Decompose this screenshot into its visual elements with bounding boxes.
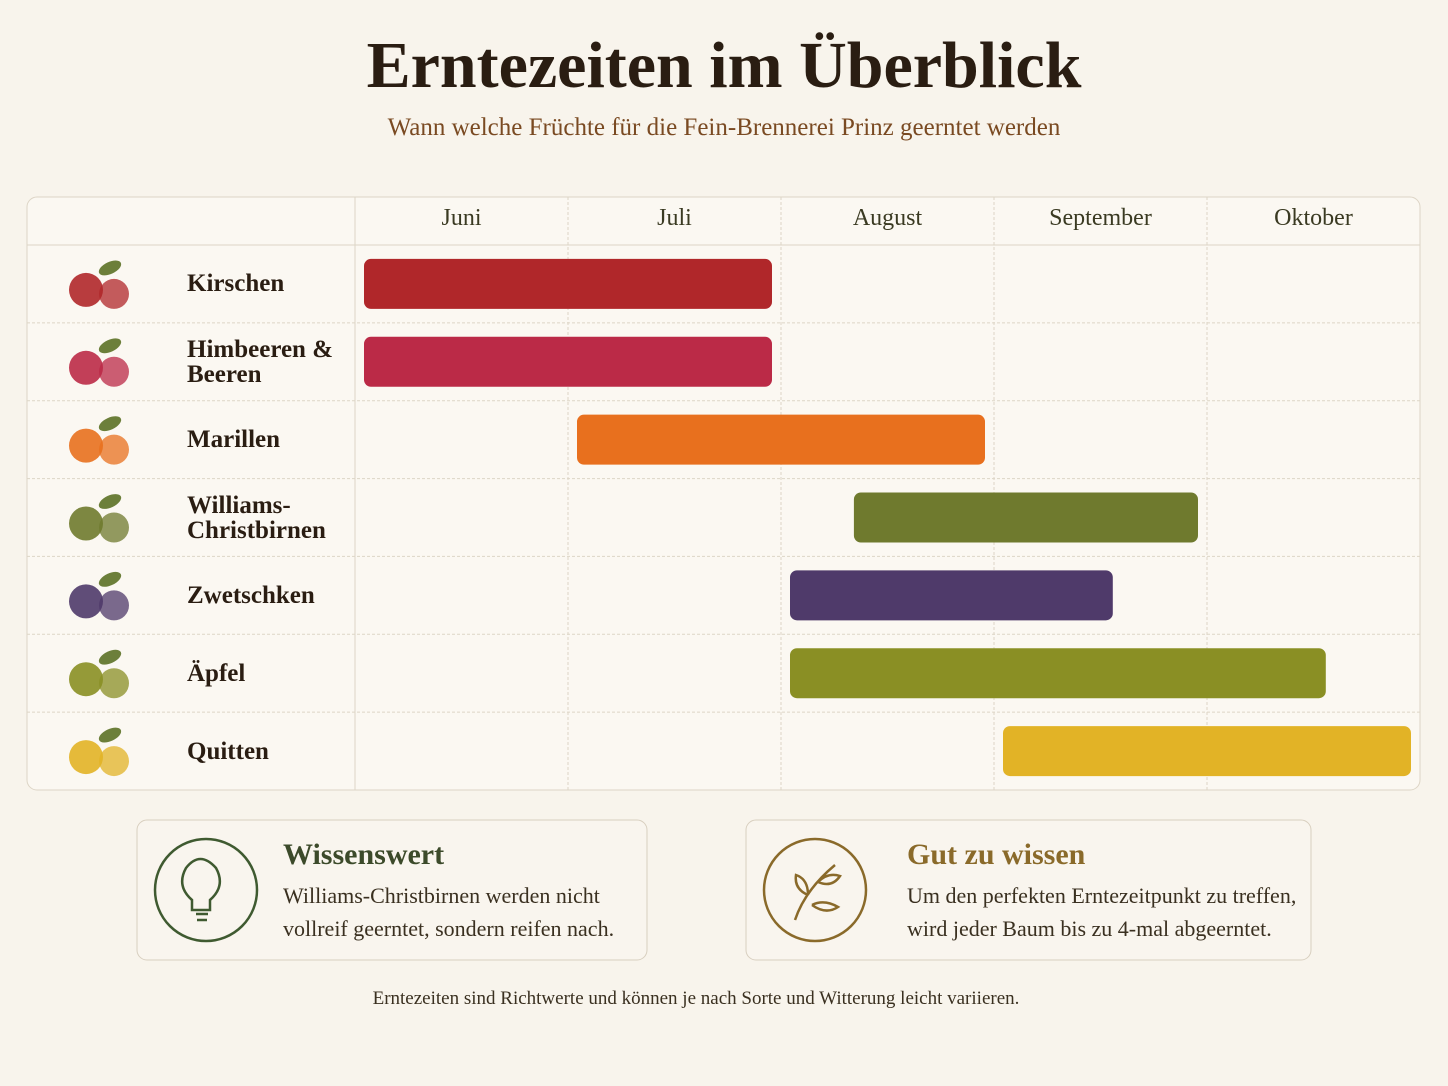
fruit-icon xyxy=(69,272,103,307)
fruit-icon xyxy=(99,356,129,387)
note-title: Wissenswert xyxy=(283,838,445,871)
fruit-leaf xyxy=(98,727,122,743)
fruit-icon xyxy=(69,584,103,619)
month-label: Juni xyxy=(441,205,482,231)
subtitle: Wann welche Früchte für die Fein-Brenner… xyxy=(387,114,1061,141)
fruit-icon xyxy=(99,590,129,621)
fruit-leaf xyxy=(98,494,122,509)
fruit-label: Äpfel xyxy=(187,659,246,687)
harvest-bar xyxy=(364,336,772,387)
fruit-icon xyxy=(69,662,103,697)
harvest-bar xyxy=(364,258,772,309)
harvest-bar xyxy=(790,648,1326,699)
fruit-leaf xyxy=(98,338,122,354)
fruit-icon xyxy=(99,668,129,699)
harvest-bar xyxy=(853,492,1198,543)
harvest-bar xyxy=(1003,726,1411,777)
fruit-icon xyxy=(99,512,129,543)
month-label: August xyxy=(852,205,923,231)
fruit-icon xyxy=(69,350,103,385)
title: Erntezeiten im Überblick xyxy=(366,29,1082,102)
month-label: Oktober xyxy=(1274,205,1353,231)
month-label: September xyxy=(1049,205,1152,231)
fruit-leaf xyxy=(98,649,122,665)
fruit-icon xyxy=(69,428,103,463)
note-text: Um den perfekten Erntezeitpunkt zu treff… xyxy=(907,883,1297,941)
fruit-label: Himbeeren & Beeren xyxy=(187,335,334,388)
fruit-icon xyxy=(69,740,103,775)
note-title: Gut zu wissen xyxy=(907,838,1086,871)
fruit-label: Williams-Christbirnen xyxy=(187,491,326,544)
harvest-bar xyxy=(790,570,1113,621)
footnote: Erntezeiten sind Richtwerte und können j… xyxy=(372,988,1020,1009)
note-box xyxy=(745,819,1312,961)
fruit-icon xyxy=(99,746,129,777)
note-box xyxy=(136,819,648,961)
fruit-label: Kirschen xyxy=(187,270,285,298)
fruit-leaf xyxy=(98,260,122,276)
bulb-icon xyxy=(153,837,259,943)
harvest-bar xyxy=(577,414,985,465)
leaf-icon xyxy=(762,837,868,943)
fruit-label: Zwetschken xyxy=(187,581,315,609)
note-text: Williams-Christbirnen werden nicht vollr… xyxy=(283,883,615,941)
fruit-label: Quitten xyxy=(187,737,269,765)
fruit-icon xyxy=(99,278,129,309)
fruit-leaf xyxy=(98,416,122,432)
bulb-glyph xyxy=(180,857,222,922)
fruit-leaf xyxy=(98,571,122,587)
fruit-icon xyxy=(69,506,103,541)
fruit-icon xyxy=(99,434,129,465)
leaf-glyph xyxy=(793,864,842,921)
fruit-label: Marillen xyxy=(187,426,281,454)
month-label: Juli xyxy=(657,205,692,231)
